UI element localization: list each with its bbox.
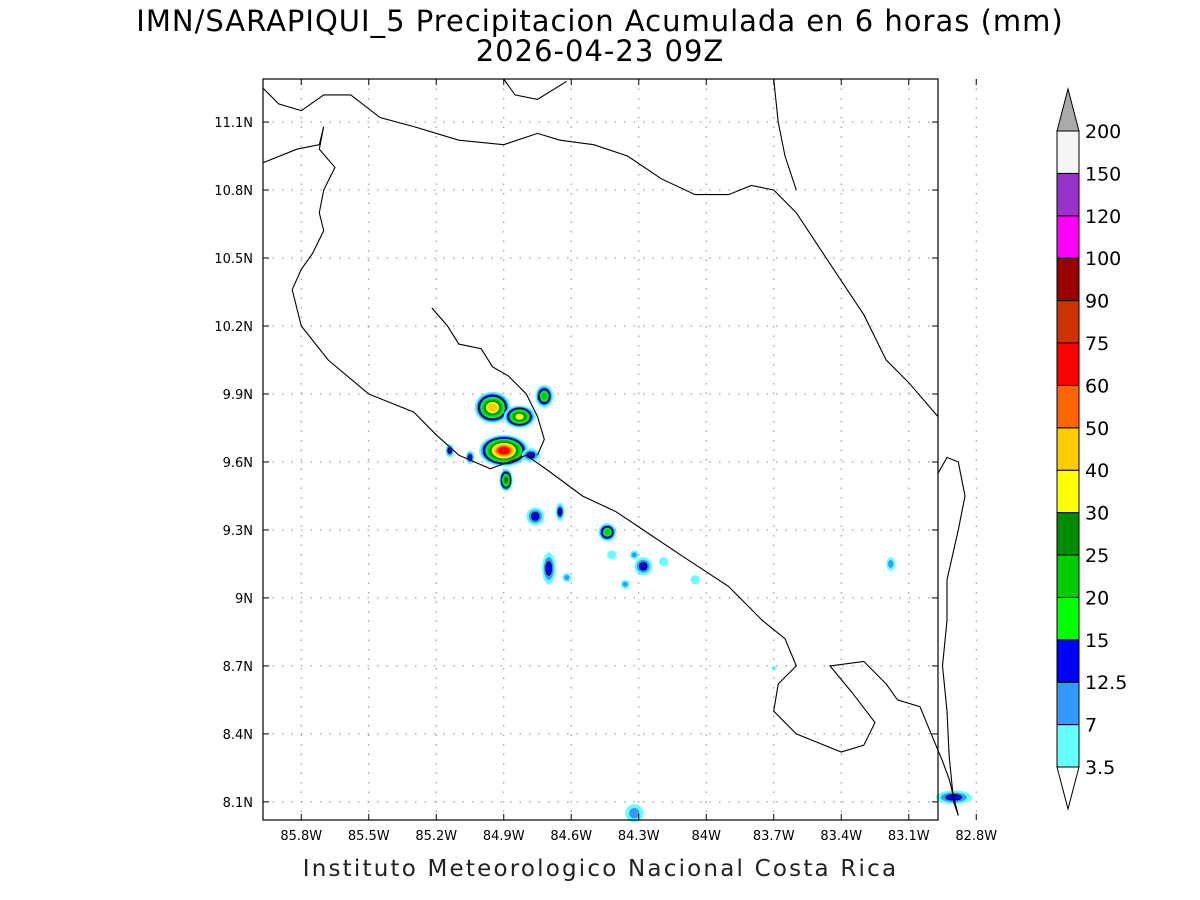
lat-tick-label-8: 8.7N [223, 660, 253, 675]
lon-tick-label-8: 83.4W [820, 829, 862, 844]
colorbar-box-10 [1056, 300, 1080, 344]
precip-cell-12-level-1 [564, 574, 570, 581]
colorbar-box-9 [1056, 342, 1080, 386]
colorbar-label-8: 50 [1085, 418, 1109, 440]
colorbar-label-11: 90 [1085, 291, 1109, 313]
lat-tick-label-1: 10.8N [214, 184, 253, 199]
lon-tick-label-5: 84.3W [618, 829, 660, 844]
lon-tick-label-6: 84W [692, 829, 722, 844]
colorbar-label-13: 120 [1085, 206, 1121, 228]
precip-cell-17-level-0 [690, 575, 700, 585]
colorbar-box-0 [1056, 724, 1080, 768]
lon-tick-label-0: 85.8W [280, 829, 322, 844]
lon-tick-label-4: 84.6W [550, 829, 592, 844]
longitude-axis: 85.8W 85.5W 85.2W 84.9W 84.6W 84.3W 84W 83.7W 83… [280, 79, 997, 844]
colorbar-legend: 3.5 7 12.5 15 20 25 30 40 50 60 75 90 100 120 150 200 [1056, 87, 1127, 811]
colorbar-under-triangle [1056, 766, 1080, 811]
colorbar-label-15: 200 [1085, 121, 1121, 143]
precip-cell-5-level-5 [504, 476, 508, 484]
colorbar-box-3 [1056, 596, 1080, 641]
colorbar-over-triangle [1056, 87, 1080, 132]
coastline-nicoya_gulf [431, 307, 545, 456]
lat-tick-label-6: 9.3N [223, 524, 253, 539]
colorbar-label-9: 60 [1085, 375, 1109, 397]
map-frame [262, 78, 939, 821]
colorbar-label-1: 7 [1085, 715, 1097, 737]
lat-lon-grid [263, 79, 977, 820]
precipitation-layer [445, 384, 972, 823]
map-title-line1: IMN/SARAPIQUI_5 Precipitacion Acumulada … [136, 4, 1064, 38]
latitude-axis: 11.1N 10.8N 10.5N 10.2N 9.9N 9.6N 9.3N 9N 8.7N 8.… [214, 116, 938, 811]
colorbar-label-0: 3.5 [1085, 757, 1115, 779]
coastline-layer [262, 78, 966, 816]
colorbar-label-14: 150 [1085, 163, 1121, 185]
lat-tick-label-3: 10.2N [214, 320, 253, 335]
precip-cell-10-level-4 [604, 529, 611, 536]
lat-tick-label-0: 11.1N [214, 116, 253, 131]
lon-tick-label-2: 85.2W [415, 829, 457, 844]
colorbar-box-4 [1056, 554, 1080, 598]
precip-cell-9-level-2 [557, 507, 563, 517]
lat-tick-label-10: 8.1N [223, 796, 253, 811]
precip-cell-21-level-1 [629, 807, 640, 819]
colorbar-box-2 [1056, 639, 1080, 683]
colorbar-box-1 [1056, 681, 1080, 726]
precip-cell-18-level-0 [607, 550, 617, 560]
colorbar-box-13 [1056, 172, 1080, 217]
map-title-line2: 2026-04-23 09Z [475, 34, 725, 68]
colorbar-box-11 [1056, 257, 1080, 302]
lat-tick-label-7: 9N [235, 592, 253, 607]
colorbar-box-8 [1056, 384, 1080, 429]
coastline-panama_border [937, 456, 966, 816]
precip-cell-8-level-2 [530, 512, 540, 521]
precip-cell-1-level-6 [515, 413, 524, 420]
lon-tick-label-9: 83.1W [888, 829, 930, 844]
colorbar-label-2: 12.5 [1085, 672, 1127, 694]
precip-cell-13-level-1 [631, 552, 637, 558]
colorbar-box-12 [1056, 215, 1080, 259]
coastline-caribbean [262, 87, 939, 417]
precip-cell-11-level-2 [545, 561, 553, 576]
coastline-pacific [262, 126, 959, 816]
lon-tick-label-1: 85.5W [348, 829, 390, 844]
coastline-east_border [773, 78, 797, 191]
lat-tick-label-4: 9.9N [223, 388, 253, 403]
precip-cell-2-level-4 [541, 392, 548, 400]
precip-cell-15-level-1 [622, 581, 628, 587]
lon-tick-label-10: 82.8W [955, 829, 997, 844]
lon-tick-label-7: 83.7W [753, 829, 795, 844]
colorbar-label-6: 30 [1085, 503, 1109, 525]
colorbar-label-5: 25 [1085, 545, 1109, 567]
precip-cell-16-level-0 [659, 557, 668, 567]
colorbar-box-6 [1056, 469, 1080, 514]
coastline-nicaragua_lake [503, 78, 567, 100]
colorbar-box-14 [1056, 130, 1080, 174]
colorbar-label-3: 15 [1085, 630, 1109, 652]
map-footer: Instituto Meteorologico Nacional Costa R… [302, 856, 899, 882]
precip-cell-19-level-1 [888, 560, 894, 568]
lat-tick-label-2: 10.5N [214, 252, 253, 267]
colorbar-label-12: 100 [1085, 248, 1121, 270]
colorbar-box-5 [1056, 512, 1080, 556]
lat-tick-label-9: 8.4N [223, 728, 253, 743]
precip-cell-4-level-2 [526, 451, 536, 459]
precip-cell-14-level-2 [638, 561, 648, 571]
colorbar-box-7 [1056, 427, 1080, 471]
lon-tick-label-3: 84.9W [483, 829, 525, 844]
precip-cell-0-level-7 [487, 403, 498, 412]
colorbar-label-10: 75 [1085, 333, 1109, 355]
lat-tick-label-5: 9.6N [223, 456, 253, 471]
colorbar-label-4: 20 [1085, 587, 1109, 609]
colorbar-label-7: 40 [1085, 460, 1109, 482]
